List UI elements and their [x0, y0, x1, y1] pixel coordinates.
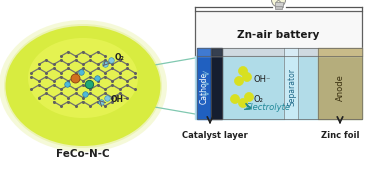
Circle shape	[239, 98, 248, 108]
Polygon shape	[284, 56, 298, 119]
Circle shape	[242, 73, 252, 81]
Text: FeCo-N-C: FeCo-N-C	[56, 149, 110, 159]
Polygon shape	[211, 48, 222, 56]
Polygon shape	[318, 56, 362, 119]
Polygon shape	[197, 56, 211, 119]
Ellipse shape	[11, 30, 155, 142]
Bar	[275, 6, 282, 9]
Ellipse shape	[6, 26, 161, 146]
Circle shape	[239, 67, 248, 75]
Polygon shape	[197, 48, 362, 56]
Text: OH⁻: OH⁻	[111, 95, 128, 105]
Circle shape	[231, 94, 239, 104]
Circle shape	[245, 92, 253, 101]
Polygon shape	[318, 48, 362, 56]
Text: Zinc foil: Zinc foil	[321, 130, 359, 139]
Polygon shape	[222, 56, 284, 119]
Text: OH⁻: OH⁻	[254, 74, 271, 84]
Circle shape	[235, 77, 243, 85]
Text: Catalyst layer: Catalyst layer	[182, 130, 248, 139]
Bar	[275, 2, 283, 7]
Text: Electrolyte: Electrolyte	[246, 102, 290, 112]
Text: Zn-air battery: Zn-air battery	[237, 30, 320, 40]
Text: Cathode: Cathode	[199, 71, 209, 104]
Ellipse shape	[4, 24, 162, 148]
Polygon shape	[284, 48, 298, 56]
Ellipse shape	[28, 38, 138, 118]
Text: O₂: O₂	[115, 53, 125, 63]
Ellipse shape	[15, 33, 151, 139]
Ellipse shape	[272, 0, 286, 7]
Polygon shape	[197, 48, 211, 56]
Ellipse shape	[8, 27, 158, 145]
Ellipse shape	[0, 20, 167, 152]
Text: Separator: Separator	[287, 68, 296, 106]
Polygon shape	[298, 56, 318, 119]
Polygon shape	[211, 56, 222, 119]
Bar	[195, 11, 362, 56]
Polygon shape	[195, 56, 362, 119]
Text: Anode: Anode	[336, 74, 344, 101]
Text: O₂: O₂	[253, 94, 263, 104]
